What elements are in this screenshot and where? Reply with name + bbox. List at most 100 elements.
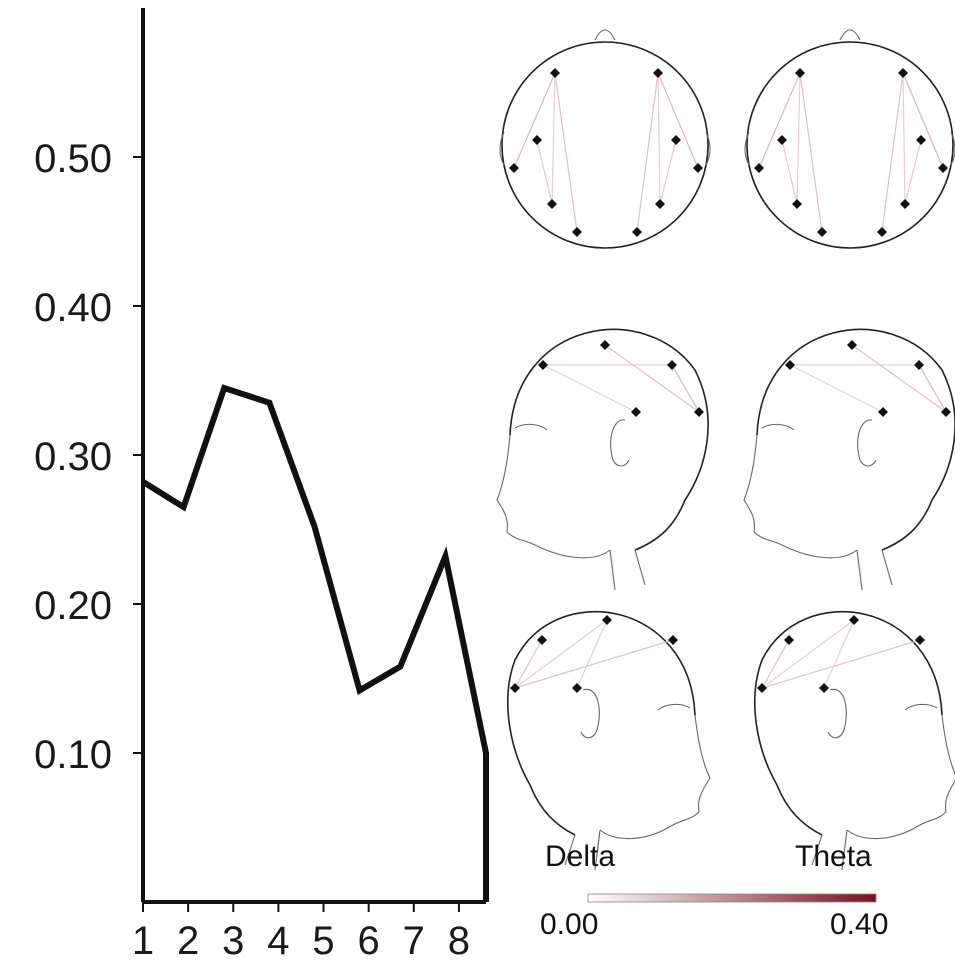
colorbar [587, 893, 877, 903]
electrode-marker [914, 360, 924, 370]
nose-outline [594, 29, 616, 41]
y-tick-label: 0.40 [34, 286, 112, 330]
connection-line [671, 364, 700, 413]
face-profile [743, 434, 858, 559]
electrode-marker [785, 360, 795, 370]
nose-outline [839, 29, 861, 41]
neck-outline [609, 549, 646, 591]
electrode-marker [632, 227, 642, 237]
left-ear-outline [499, 131, 505, 166]
y-tick-label: 0.20 [34, 584, 112, 628]
connection-line [657, 72, 699, 169]
eye-outline [761, 423, 795, 431]
electrode-marker [653, 68, 663, 78]
electrode-marker [792, 199, 802, 209]
x-tick-label: 6 [358, 919, 380, 963]
electrode-marker [819, 683, 829, 693]
x-tick-label: 5 [312, 919, 334, 963]
electrode-marker [572, 683, 582, 693]
electrode-marker [777, 135, 787, 145]
electrode-marker [941, 407, 951, 417]
ear-outline [857, 419, 877, 467]
head-outline [506, 610, 696, 836]
electrode-marker [631, 407, 641, 417]
electrode-marker [550, 68, 560, 78]
connection-line [761, 619, 855, 689]
connection-line [536, 139, 553, 205]
x-tick-label: 4 [267, 919, 289, 963]
head-outline [753, 610, 943, 836]
delta-top-view [499, 29, 711, 249]
electrode-marker [784, 635, 794, 645]
theta-column [743, 29, 955, 871]
electrode-marker [795, 68, 805, 78]
electrode-marker [538, 360, 548, 370]
electrode-marker [547, 199, 557, 209]
neck-outline [564, 829, 601, 871]
electrode-marker [754, 163, 764, 173]
right-ear-outline [950, 131, 955, 166]
electrode-marker [600, 340, 610, 350]
neck-outline [811, 829, 848, 871]
right-ear-outline [705, 131, 711, 166]
series-line [141, 384, 489, 902]
head-outline [509, 328, 709, 551]
electrode-marker [667, 360, 677, 370]
connection-line [881, 72, 904, 233]
colorbar-min-label: 0.00 [540, 908, 598, 941]
electrode-marker [668, 635, 678, 645]
y-ticks: 0.10 0.20 0.30 0.40 0.50 [34, 137, 143, 777]
connection-line [659, 139, 677, 205]
electrode-marker [537, 635, 547, 645]
connection-line [761, 639, 921, 689]
y-tick-label: 0.50 [34, 137, 112, 181]
connection-line [513, 72, 556, 169]
electrode-marker [572, 227, 582, 237]
ear-outline [580, 688, 600, 739]
electrode-marker [915, 635, 925, 645]
connection-line [576, 619, 608, 689]
theta-side-right-view [753, 610, 955, 871]
delta-side-right-view [506, 610, 711, 871]
electrode-marker [532, 135, 542, 145]
connection-line [758, 72, 801, 169]
y-tick-label: 0.10 [34, 733, 112, 777]
electrode-marker [878, 407, 888, 417]
electrode-marker [847, 340, 857, 350]
electrode-marker [694, 407, 704, 417]
electrode-marker [671, 135, 681, 145]
theta-side-left-view [743, 328, 955, 591]
electrode-marker [898, 68, 908, 78]
connection-line [761, 639, 790, 689]
eye-outline [657, 703, 691, 711]
colorbar-max-label: 0.40 [830, 908, 888, 941]
delta-label: Delta [545, 840, 615, 873]
x-tick-label: 7 [403, 919, 425, 963]
connection-line [799, 72, 823, 233]
connection-line [551, 72, 556, 205]
electrode-marker [757, 683, 767, 693]
connection-line [514, 639, 674, 689]
eye-outline [904, 703, 938, 711]
connection-line [542, 364, 637, 413]
connection-line [781, 139, 798, 205]
topoplot-grid: Delta Theta 0.00 0.40 [496, 29, 955, 941]
y-tick-label: 0.30 [34, 435, 112, 479]
x-tick-label: 2 [177, 919, 199, 963]
face-profile [846, 714, 955, 840]
connection-line [657, 72, 661, 205]
connection-line [918, 364, 947, 413]
ear-outline [610, 419, 630, 467]
eye-outline [514, 423, 548, 431]
connection-line [514, 639, 543, 689]
left-ear-outline [744, 131, 750, 166]
connection-line [604, 344, 700, 413]
connection-line [904, 139, 922, 205]
neck-outline [856, 549, 893, 591]
connection-line [796, 72, 801, 205]
x-tick-label: 3 [222, 919, 244, 963]
theta-top-view [744, 29, 955, 249]
x-tick-label: 8 [448, 919, 470, 963]
electrode-marker [849, 615, 859, 625]
